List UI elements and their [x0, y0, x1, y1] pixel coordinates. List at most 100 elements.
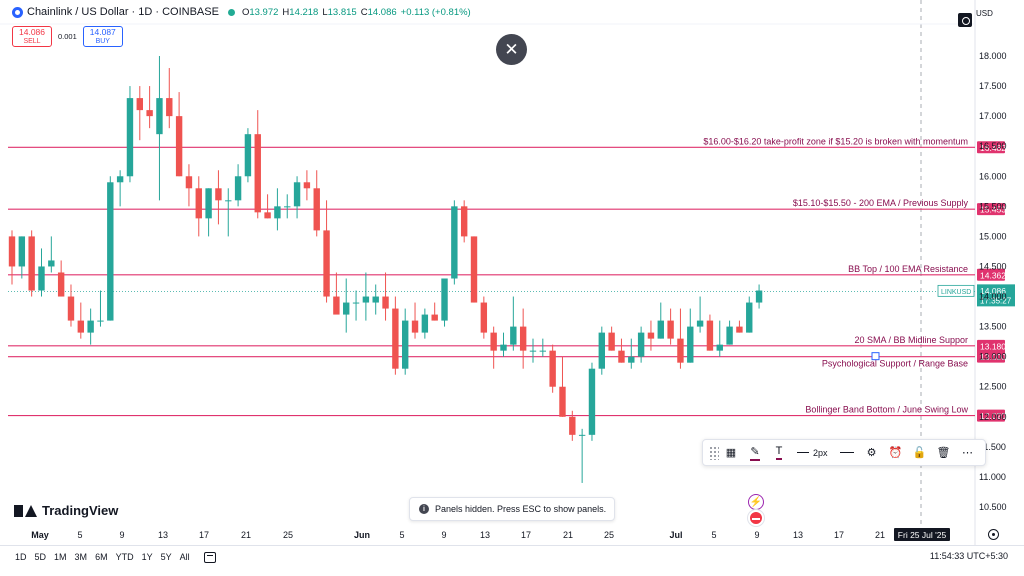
candle[interactable] — [244, 128, 252, 183]
candle[interactable] — [264, 194, 271, 219]
text-color-icon[interactable]: T — [767, 442, 791, 464]
candle[interactable] — [411, 302, 419, 339]
line-style-icon[interactable] — [839, 452, 854, 453]
range-all[interactable]: All — [179, 552, 190, 562]
candle[interactable] — [185, 164, 193, 207]
lock-icon[interactable]: 🔓 — [912, 447, 927, 459]
candle[interactable] — [588, 362, 596, 441]
candle[interactable] — [18, 236, 26, 279]
candle[interactable] — [431, 302, 438, 321]
candle[interactable] — [215, 170, 222, 225]
stroke-width-button[interactable]: 2px — [791, 448, 834, 458]
candle[interactable] — [166, 68, 173, 129]
candle[interactable] — [293, 176, 301, 219]
range-1d[interactable]: 1D — [15, 552, 27, 562]
candle[interactable] — [8, 230, 16, 285]
candle[interactable] — [608, 326, 615, 351]
calendar-icon[interactable] — [203, 551, 216, 563]
candle[interactable] — [303, 170, 311, 201]
candle[interactable] — [618, 338, 625, 363]
candle[interactable] — [539, 338, 547, 357]
candle[interactable] — [628, 338, 635, 369]
candle[interactable] — [156, 56, 163, 201]
candle[interactable] — [343, 278, 350, 333]
candle[interactable] — [480, 296, 488, 339]
alert-icon[interactable]: ⏰ — [888, 447, 903, 459]
delete-icon[interactable]: 🗑 — [936, 447, 951, 459]
us-flag-event-icon[interactable] — [748, 510, 764, 526]
candle[interactable] — [500, 332, 507, 357]
candle[interactable] — [107, 176, 114, 321]
candle[interactable] — [225, 188, 232, 237]
candle[interactable] — [77, 302, 85, 339]
candle[interactable] — [57, 260, 65, 297]
candle[interactable] — [421, 308, 429, 339]
range-3m[interactable]: 3M — [74, 552, 88, 562]
candle[interactable] — [38, 248, 45, 297]
range-1m[interactable]: 1M — [54, 552, 67, 562]
candle[interactable] — [746, 296, 753, 333]
candle[interactable] — [234, 164, 242, 207]
settings-icon[interactable]: ⚙ — [866, 447, 877, 459]
candle[interactable] — [559, 356, 566, 417]
more-icon[interactable]: ⋯ — [962, 447, 974, 459]
candle[interactable] — [598, 326, 605, 375]
buy-button[interactable]: 14.087 BUY — [82, 26, 123, 47]
chart-settings-icon[interactable] — [988, 529, 999, 540]
utc-clock[interactable]: 11:54:33 UTC+5:30 — [929, 551, 1008, 561]
candle[interactable] — [510, 296, 517, 351]
lightning-event-icon[interactable]: ⚡ — [748, 494, 764, 510]
currency-selector[interactable]: USD — [976, 9, 993, 18]
candle[interactable] — [657, 302, 664, 339]
close-button[interactable]: ✕ — [496, 34, 527, 65]
drag-handle-icon[interactable] — [709, 445, 719, 460]
candle[interactable] — [667, 308, 674, 345]
candle[interactable] — [519, 308, 527, 369]
candle[interactable] — [696, 296, 704, 333]
templates-icon[interactable]: ▦ — [725, 447, 737, 459]
candle[interactable] — [569, 410, 576, 441]
candle[interactable] — [677, 308, 684, 369]
candle[interactable] — [126, 86, 134, 183]
candle[interactable] — [28, 230, 35, 297]
chart-mode-icon[interactable] — [958, 13, 972, 27]
candle[interactable] — [392, 296, 399, 375]
candle[interactable] — [352, 290, 360, 321]
symbol-title[interactable]: Chainlink / US Dollar · 1D · COINBASE — [27, 6, 219, 18]
range-ytd[interactable]: YTD — [115, 552, 134, 562]
candle[interactable] — [362, 272, 370, 321]
candle[interactable] — [313, 170, 320, 237]
candle[interactable] — [97, 290, 104, 327]
candle[interactable] — [726, 320, 733, 345]
candle[interactable] — [529, 338, 537, 363]
candle[interactable] — [175, 92, 183, 177]
line-color-icon[interactable]: ✎ — [743, 442, 767, 464]
candle[interactable] — [284, 194, 291, 219]
candle[interactable] — [460, 200, 468, 243]
candle[interactable] — [205, 188, 212, 237]
candle[interactable] — [755, 284, 763, 309]
range-1y[interactable]: 1Y — [141, 552, 153, 562]
candle[interactable] — [687, 308, 694, 363]
candle[interactable] — [402, 308, 409, 375]
candle[interactable] — [637, 326, 645, 363]
range-6m[interactable]: 6M — [95, 552, 108, 562]
candle[interactable] — [549, 344, 556, 393]
range-5d[interactable]: 5D — [34, 552, 47, 562]
candle[interactable] — [254, 110, 261, 219]
candle[interactable] — [87, 308, 94, 345]
candle[interactable] — [578, 428, 586, 483]
range-5y[interactable]: 5Y — [160, 552, 172, 562]
candle[interactable] — [382, 272, 389, 321]
candle[interactable] — [274, 188, 281, 231]
sell-button[interactable]: 14.086 SELL — [12, 26, 52, 47]
candle[interactable] — [146, 86, 153, 129]
candle[interactable] — [323, 200, 330, 303]
candle[interactable] — [716, 320, 723, 357]
candle[interactable] — [451, 200, 458, 285]
candle[interactable] — [490, 326, 497, 369]
candle[interactable] — [736, 320, 743, 333]
candle[interactable] — [441, 278, 448, 327]
candle[interactable] — [136, 86, 143, 141]
